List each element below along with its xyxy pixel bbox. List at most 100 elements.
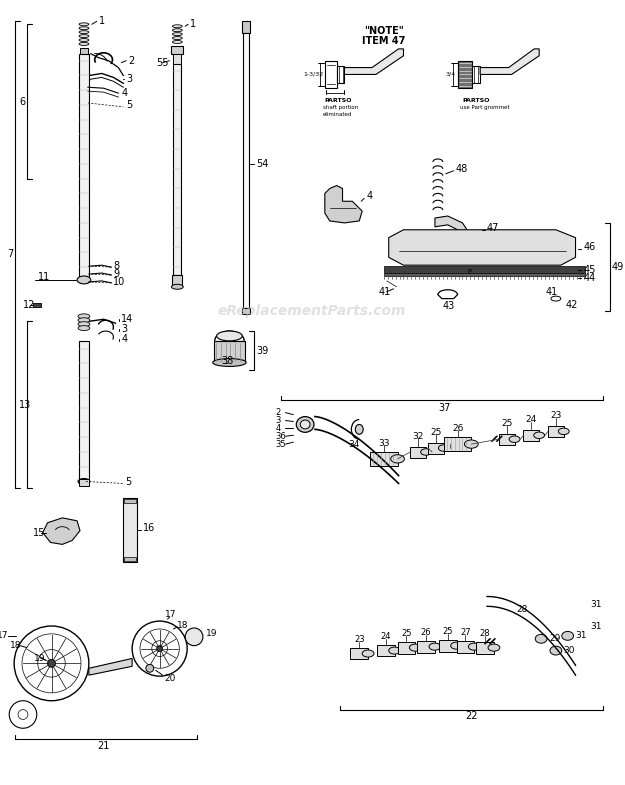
Ellipse shape (173, 33, 182, 35)
Ellipse shape (526, 432, 537, 439)
Text: shaft portion: shaft portion (323, 105, 358, 111)
Text: 3: 3 (126, 75, 132, 84)
Text: 12: 12 (23, 300, 36, 309)
Text: use Part grommet: use Part grommet (459, 105, 509, 111)
Ellipse shape (79, 23, 89, 26)
Text: 8: 8 (114, 261, 119, 271)
Ellipse shape (353, 650, 365, 657)
Circle shape (48, 659, 56, 667)
Text: 48: 48 (456, 164, 468, 173)
Bar (173, 275, 182, 287)
Bar (377, 644, 394, 656)
Text: eliminated: eliminated (323, 112, 352, 117)
Text: 16: 16 (143, 523, 155, 533)
Bar (458, 60, 472, 88)
Ellipse shape (173, 29, 182, 31)
Bar (499, 434, 514, 445)
Text: 4: 4 (366, 192, 372, 202)
Ellipse shape (217, 331, 242, 341)
Text: 17: 17 (164, 610, 176, 619)
Bar (384, 273, 586, 276)
Text: 39: 39 (256, 345, 268, 356)
Ellipse shape (479, 644, 491, 652)
Bar (79, 54, 89, 280)
Ellipse shape (391, 455, 404, 463)
Text: 45: 45 (583, 265, 596, 275)
Ellipse shape (551, 428, 561, 435)
Ellipse shape (78, 326, 90, 330)
Text: 1: 1 (190, 20, 196, 29)
Text: 1-3/32: 1-3/32 (303, 72, 324, 77)
Text: 28: 28 (516, 604, 528, 614)
Circle shape (185, 628, 203, 646)
Bar (384, 266, 586, 273)
Ellipse shape (459, 643, 471, 650)
Text: 23: 23 (550, 411, 561, 420)
Bar (428, 444, 444, 454)
Text: 35: 35 (276, 440, 286, 448)
Bar (337, 66, 344, 83)
Text: 24: 24 (381, 633, 391, 641)
Bar (548, 426, 564, 437)
Bar (476, 641, 494, 654)
Ellipse shape (213, 359, 246, 367)
Ellipse shape (78, 314, 90, 319)
Bar (439, 640, 457, 652)
Text: 24: 24 (526, 415, 537, 424)
Text: 19: 19 (206, 630, 217, 638)
Bar (79, 479, 89, 487)
Ellipse shape (173, 37, 182, 39)
Ellipse shape (451, 642, 462, 649)
Ellipse shape (171, 284, 183, 289)
Text: 4: 4 (121, 88, 127, 98)
Bar (79, 341, 89, 479)
Ellipse shape (79, 38, 89, 42)
Ellipse shape (389, 647, 401, 654)
Circle shape (157, 646, 162, 652)
Ellipse shape (535, 634, 547, 643)
Ellipse shape (429, 643, 441, 650)
Ellipse shape (488, 644, 500, 652)
Text: 3/4: 3/4 (446, 72, 456, 77)
Ellipse shape (438, 445, 449, 451)
Text: 5: 5 (125, 477, 131, 487)
Text: 18: 18 (177, 620, 189, 630)
Ellipse shape (79, 42, 89, 46)
Text: 17: 17 (0, 631, 9, 641)
Text: 47: 47 (487, 223, 499, 233)
Text: 25: 25 (401, 630, 412, 638)
Text: 27: 27 (460, 628, 471, 637)
Ellipse shape (509, 436, 520, 443)
Ellipse shape (377, 455, 391, 463)
Text: ITEM 47: ITEM 47 (362, 36, 406, 46)
Text: 13: 13 (19, 400, 31, 410)
Text: 6: 6 (19, 97, 25, 107)
Bar (418, 641, 435, 652)
Text: 4: 4 (276, 424, 281, 433)
Text: eReplacementParts.com: eReplacementParts.com (217, 305, 406, 319)
Ellipse shape (420, 643, 432, 650)
Text: 41: 41 (379, 287, 391, 297)
Text: 49: 49 (612, 262, 624, 272)
Text: 25: 25 (442, 627, 453, 637)
Ellipse shape (464, 440, 478, 448)
Text: 26: 26 (452, 424, 463, 433)
Text: 11: 11 (38, 272, 50, 282)
Ellipse shape (558, 428, 569, 435)
Ellipse shape (79, 27, 89, 30)
Ellipse shape (173, 41, 182, 43)
Ellipse shape (562, 631, 574, 641)
Ellipse shape (451, 440, 464, 448)
Text: 31: 31 (590, 622, 602, 630)
Ellipse shape (550, 646, 562, 655)
Bar (123, 498, 137, 562)
Text: 9: 9 (114, 269, 119, 279)
Bar (472, 66, 480, 83)
Text: 2: 2 (128, 56, 134, 66)
Text: 7: 7 (8, 250, 14, 259)
Polygon shape (89, 659, 132, 675)
Text: 30: 30 (564, 646, 575, 655)
Text: 32: 32 (412, 432, 424, 440)
Bar (370, 452, 398, 466)
Text: "NOTE": "NOTE" (364, 26, 404, 36)
